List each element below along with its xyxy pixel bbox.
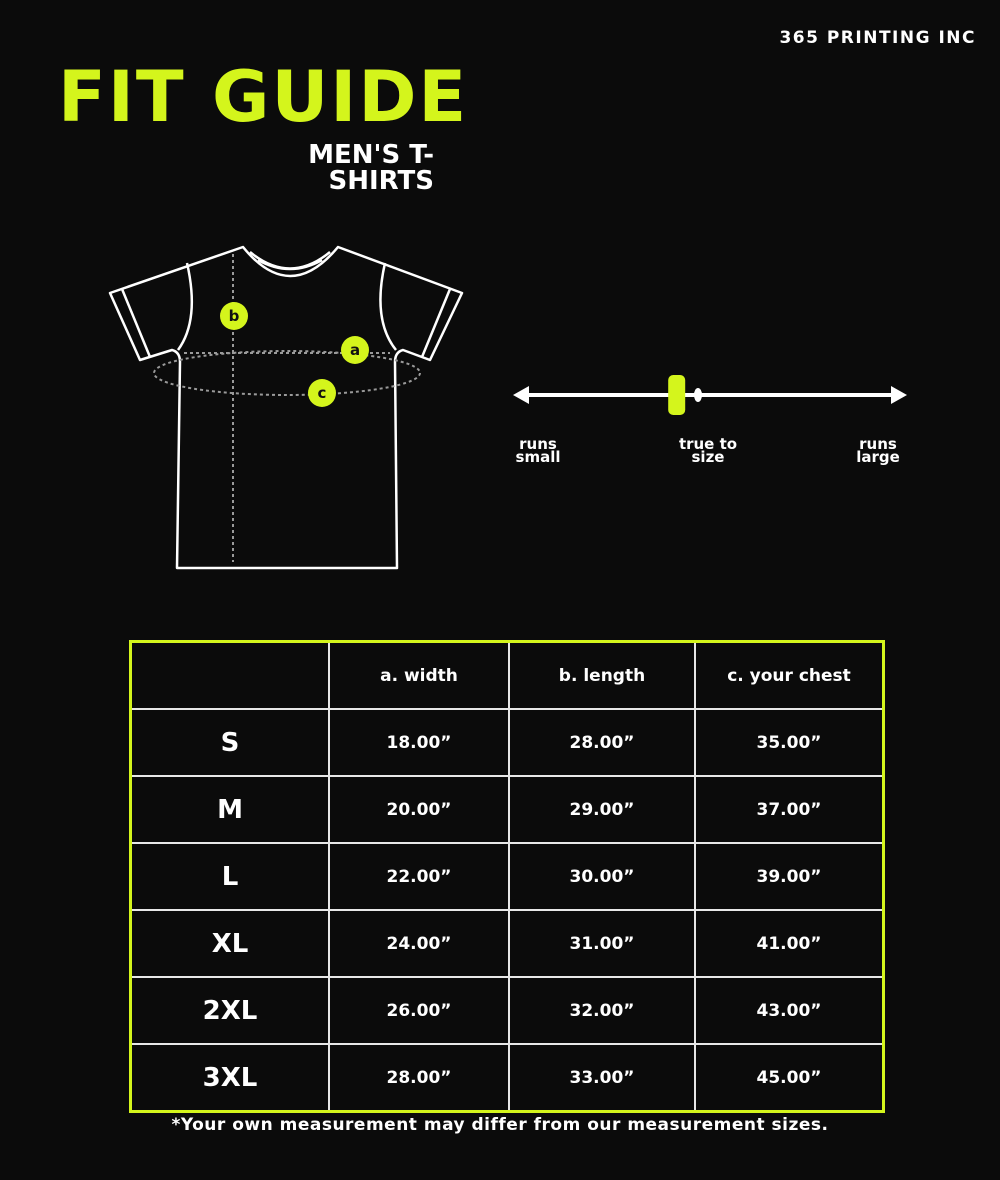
cell-chest: 37.00”: [694, 775, 885, 844]
cell-length: 29.00”: [508, 775, 696, 844]
chest-measure-line: [153, 350, 421, 396]
cell-chest: 35.00”: [694, 708, 885, 777]
header-size: [129, 640, 330, 710]
table-row: M 20.00” 29.00” 37.00”: [129, 775, 885, 844]
marker-c-label: c: [318, 384, 327, 402]
sleeve-seam: [379, 262, 397, 351]
cell-length: 32.00”: [508, 976, 696, 1045]
cell-size: L: [129, 842, 330, 911]
cell-chest: 43.00”: [694, 976, 885, 1045]
cuff-line: [420, 288, 452, 358]
header-chest: c. your chest: [694, 640, 885, 710]
cuff-line: [120, 288, 152, 358]
table-row: 3XL 28.00” 33.00” 45.00”: [129, 1043, 885, 1113]
cell-size: 3XL: [129, 1043, 330, 1113]
marker-b-label: b: [229, 307, 240, 325]
label-runs-large: runs large: [856, 435, 900, 466]
table-row: L 22.00” 30.00” 39.00”: [129, 842, 885, 911]
cell-size: 2XL: [129, 976, 330, 1045]
marker-a: [341, 336, 369, 364]
sleeve-seam: [176, 262, 194, 351]
page-subtitle: MEN'S T-SHIRTS: [308, 140, 434, 196]
cell-length: 33.00”: [508, 1043, 696, 1113]
marker-a-label: a: [350, 341, 360, 359]
cell-width: 22.00”: [328, 842, 510, 911]
label-runs-small: runs small: [515, 435, 561, 466]
footnote: *Your own measurement may differ from ou…: [171, 1115, 829, 1135]
label-true-to-size: true to size: [678, 435, 738, 466]
cell-chest: 45.00”: [694, 1043, 885, 1113]
size-table: a. width b. length c. your chest S 18.00”…: [129, 640, 885, 1113]
arrow-left-icon: [513, 386, 529, 404]
cell-size: XL: [129, 909, 330, 978]
cell-width: 24.00”: [328, 909, 510, 978]
marker-c: [308, 379, 336, 407]
marker-b: [220, 302, 248, 330]
cell-width: 20.00”: [328, 775, 510, 844]
cell-width: 28.00”: [328, 1043, 510, 1113]
table-row: XL 24.00” 31.00” 41.00”: [129, 909, 885, 978]
fit-scale: runs small true to size runs large: [505, 370, 915, 480]
cell-chest: 39.00”: [694, 842, 885, 911]
cell-length: 31.00”: [508, 909, 696, 978]
true-to-size-tick: [694, 388, 702, 402]
page-title: FIT GUIDE: [58, 56, 469, 138]
fit-scale-thumb: [668, 375, 686, 415]
table-row: 2XL 26.00” 32.00” 43.00”: [129, 976, 885, 1045]
fit-scale-track: [513, 375, 907, 415]
cell-width: 18.00”: [328, 708, 510, 777]
cell-chest: 41.00”: [694, 909, 885, 978]
header-width: a. width: [328, 640, 510, 710]
header-length: b. length: [508, 640, 696, 710]
table-row: S 18.00” 28.00” 35.00”: [129, 708, 885, 777]
tshirt-diagram: b a c: [108, 245, 464, 570]
cell-length: 28.00”: [508, 708, 696, 777]
cell-length: 30.00”: [508, 842, 696, 911]
cell-width: 26.00”: [328, 976, 510, 1045]
cell-size: S: [129, 708, 330, 777]
cell-size: M: [129, 775, 330, 844]
arrow-right-icon: [891, 386, 907, 404]
shirt-outline: [108, 245, 464, 570]
collar-line: [257, 258, 323, 271]
brand-name: 365 PRINTING INC: [779, 28, 976, 48]
table-header-row: a. width b. length c. your chest: [129, 640, 885, 710]
